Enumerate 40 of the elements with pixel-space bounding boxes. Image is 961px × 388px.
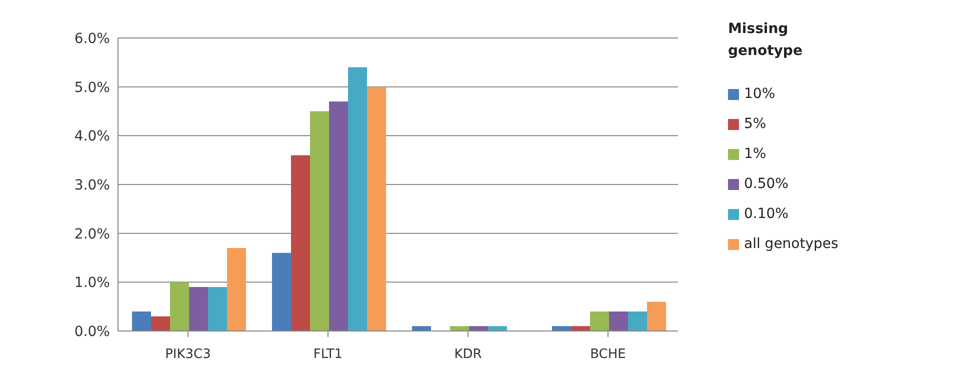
bar (571, 326, 590, 331)
bar (310, 111, 329, 331)
bar (469, 326, 488, 331)
bar (291, 155, 310, 331)
bar (590, 311, 609, 331)
bar (132, 311, 151, 331)
bar (647, 302, 666, 331)
bar (227, 248, 246, 331)
bar (609, 311, 628, 331)
bar (170, 282, 189, 331)
bar (272, 252, 291, 331)
x-tick-label: FLT1 (313, 347, 343, 362)
x-tick-label: BCHE (590, 347, 626, 362)
x-tick-label: KDR (454, 347, 482, 362)
legend-label: all genotypes (744, 236, 838, 252)
legend-label: 10% (744, 86, 776, 102)
bar (208, 287, 227, 331)
legend-label: 0.50% (744, 176, 788, 192)
legend-label: 5% (744, 116, 766, 132)
x-tick-label: PIK3C3 (165, 347, 211, 362)
legend-label: 1% (744, 146, 766, 162)
y-tick-label: 5.0% (74, 80, 110, 96)
bar (189, 287, 208, 331)
y-tick-label: 1.0% (74, 275, 110, 292)
legend-label: 0.10% (744, 206, 788, 222)
y-tick-label: 3.0% (74, 177, 110, 194)
bar (552, 326, 571, 331)
bar (412, 326, 431, 331)
y-tick-label: 2.0% (74, 226, 110, 242)
legend-title: Missing genotype (728, 20, 804, 61)
bar (367, 86, 386, 331)
y-tick-label: 6.0% (74, 30, 110, 47)
y-tick-label: 0.0% (74, 324, 110, 340)
bar (348, 67, 367, 331)
bar (628, 311, 647, 331)
bar (329, 101, 348, 331)
bar (450, 326, 469, 331)
bar (488, 326, 507, 331)
y-tick-label: 4.0% (74, 128, 110, 145)
bar (151, 316, 170, 331)
